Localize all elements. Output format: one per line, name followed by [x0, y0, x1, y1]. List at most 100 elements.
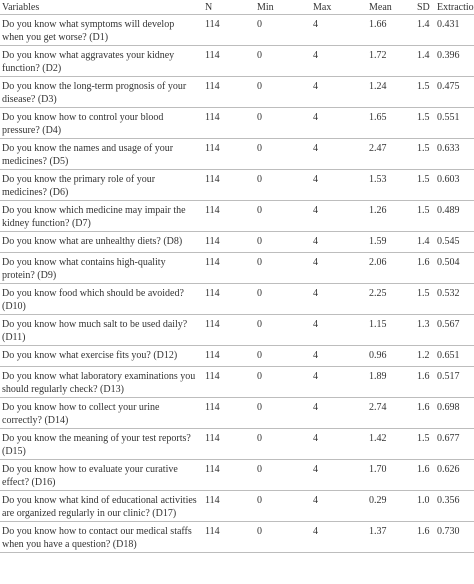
variable-cell: Do you know the primary role of your medi…: [2, 173, 155, 199]
variable-cell: Do you know the meaning of your test rep…: [2, 432, 191, 458]
value-cell: 0.396: [437, 50, 460, 61]
variable-line: Do you know which medicine may impair th…: [2, 205, 186, 216]
value-cell: 1.37: [369, 526, 387, 537]
value-cell: 1.6: [417, 464, 430, 475]
variable-cell: Do you know what exercise fits you? (D12…: [2, 349, 177, 362]
variable-cell: Do you know how to control your blood pre…: [2, 111, 163, 137]
value-cell: 4: [313, 526, 318, 537]
value-cell: 114: [205, 402, 220, 413]
variable-line: Do you know what contains high-quality: [2, 257, 166, 268]
header-cell: Max: [313, 1, 331, 14]
value-cell: 0.489: [437, 205, 460, 216]
value-cell: 0.626: [437, 464, 460, 475]
variable-cell: Do you know how much salt to be used dai…: [2, 318, 187, 344]
value-cell: 4: [313, 433, 318, 444]
value-cell: 114: [205, 236, 220, 247]
value-cell: 1.4: [417, 19, 430, 30]
variable-cell: Do you know the long-term prognosis of y…: [2, 80, 186, 106]
variable-cell: Do you know what symptoms will develop wh…: [2, 18, 174, 44]
variable-line: kidney function? (D7): [2, 218, 91, 229]
value-cell: 0.633: [437, 143, 460, 154]
value-cell: 1.6: [417, 526, 430, 537]
variable-line: effect? (D16): [2, 477, 56, 488]
variable-line: Do you know food which should be avoided…: [2, 288, 184, 299]
variable-line: pressure? (D4): [2, 125, 62, 136]
variable-line: function? (D2): [2, 63, 62, 74]
value-cell: 114: [205, 371, 220, 382]
value-cell: 1.5: [417, 433, 430, 444]
variable-line: Do you know how to collect your urine: [2, 402, 160, 413]
variable-line: medicines? (D5): [2, 156, 69, 167]
value-cell: 114: [205, 257, 220, 268]
variable-line: Do you know what kind of educational act…: [2, 495, 197, 506]
header-text: Min: [257, 2, 274, 13]
value-cell: 114: [205, 50, 220, 61]
value-cell: 2.25: [369, 288, 387, 299]
value-cell: 4: [313, 402, 318, 413]
variable-line: Do you know what laboratory examinations…: [2, 371, 196, 382]
table-row: Do you know what exercise fits you? (D12…: [0, 346, 474, 367]
value-cell: 4: [313, 143, 318, 154]
header-text: Extraction: [437, 2, 474, 13]
variable-cell: Do you know how to evaluate your curativ…: [2, 463, 178, 489]
table-row: Do you know the long-term prognosis of y…: [0, 77, 474, 108]
value-cell: 4: [313, 319, 318, 330]
value-cell: 1.42: [369, 433, 387, 444]
variable-line: when you get worse? (D1): [2, 32, 109, 43]
value-cell: 4: [313, 464, 318, 475]
value-cell: 114: [205, 174, 220, 185]
value-cell: 114: [205, 433, 220, 444]
value-cell: 114: [205, 495, 220, 506]
value-cell: 0: [257, 495, 262, 506]
header-text: SD: [417, 2, 430, 13]
value-cell: 2.47: [369, 143, 387, 154]
value-cell: 114: [205, 205, 220, 216]
value-cell: 1.72: [369, 50, 387, 61]
value-cell: 0.567: [437, 319, 460, 330]
value-cell: 0: [257, 350, 262, 361]
value-cell: 0: [257, 464, 262, 475]
variable-line: medicines? (D6): [2, 187, 69, 198]
variable-line: Do you know the long-term prognosis of y…: [2, 81, 187, 92]
value-cell: 1.3: [417, 319, 430, 330]
value-cell: 2.06: [369, 257, 387, 268]
variable-cell: Do you know which medicine may impair th…: [2, 204, 186, 230]
value-cell: 0.431: [437, 19, 460, 30]
value-cell: 1.0: [417, 495, 430, 506]
value-cell: 1.6: [417, 257, 430, 268]
table-row: Do you know what aggravates your kidney f…: [0, 46, 474, 77]
value-cell: 4: [313, 350, 318, 361]
value-cell: 1.5: [417, 81, 430, 92]
value-cell: 1.70: [369, 464, 387, 475]
header-text: Mean: [369, 2, 392, 13]
value-cell: 4: [313, 81, 318, 92]
value-cell: 1.6: [417, 402, 430, 413]
header-text: N: [205, 2, 213, 13]
value-cell: 0: [257, 112, 262, 123]
variable-cell: Do you know what kind of educational act…: [2, 494, 197, 520]
value-cell: 1.65: [369, 112, 387, 123]
value-cell: 0: [257, 205, 262, 216]
value-cell: 0: [257, 319, 262, 330]
variable-line: when you have a question? (D18): [2, 539, 137, 550]
value-cell: 114: [205, 112, 220, 123]
value-cell: 0: [257, 19, 262, 30]
value-cell: 2.74: [369, 402, 387, 413]
variable-line: Do you know how to evaluate your curativ…: [2, 464, 178, 475]
value-cell: 114: [205, 319, 220, 330]
value-cell: 0: [257, 143, 262, 154]
value-cell: 0: [257, 288, 262, 299]
value-cell: 0: [257, 50, 262, 61]
variable-line: (D10): [2, 301, 26, 312]
variable-line: (D15): [2, 446, 26, 457]
variable-line: Do you know what are unhealthy diets? (D…: [2, 236, 183, 247]
variable-line: Do you know what exercise fits you? (D12…: [2, 350, 178, 361]
value-cell: 0.551: [437, 112, 460, 123]
value-cell: 1.66: [369, 19, 387, 30]
variable-line: should regularly check? (D13): [2, 384, 124, 395]
header-cell: Extractiona: [437, 1, 474, 14]
value-cell: 4: [313, 19, 318, 30]
header-text: Max: [313, 2, 332, 13]
value-cell: 4: [313, 174, 318, 185]
value-cell: 1.5: [417, 205, 430, 216]
